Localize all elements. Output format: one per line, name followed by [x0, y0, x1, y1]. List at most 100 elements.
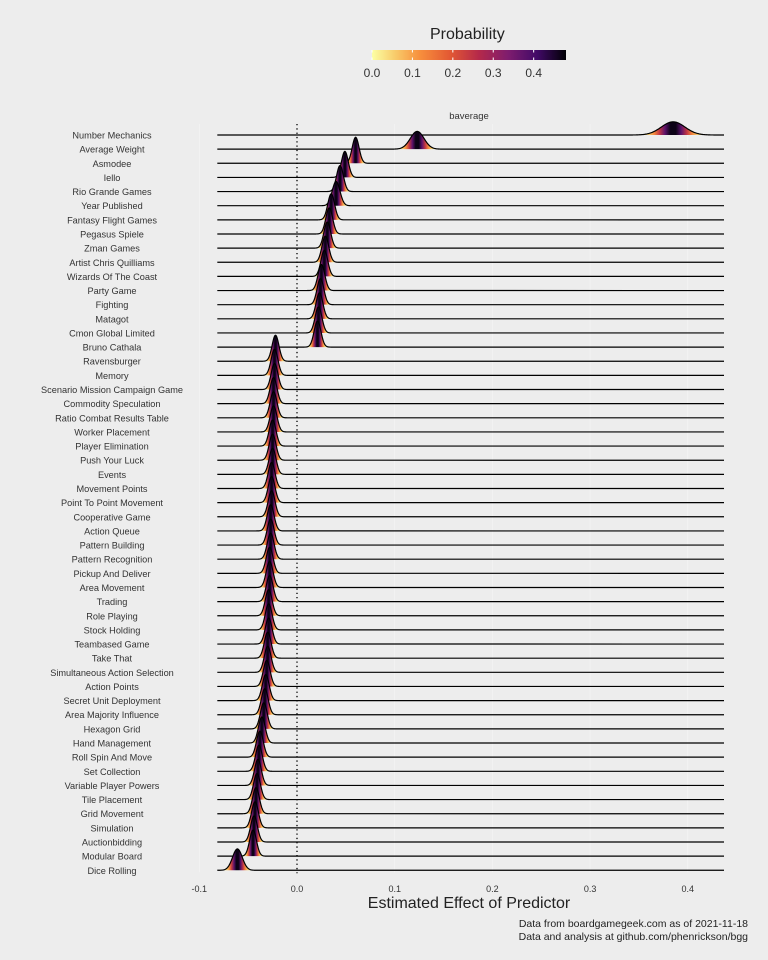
x-tick-label: 0.0 [291, 884, 304, 894]
ridge-pattern-building [217, 518, 725, 546]
ridge-player-elimination [217, 419, 725, 447]
ridge-fill [311, 236, 340, 263]
ridge-movement-points [217, 461, 725, 490]
ridge-fill [307, 264, 336, 291]
ridge-fill [240, 816, 268, 842]
x-tick-label: 0.2 [486, 884, 499, 894]
ridge-fill [242, 787, 270, 814]
x-tick-label: 0.3 [584, 884, 597, 894]
ridge-cooperative-game [217, 490, 725, 518]
ridge-fill [248, 717, 276, 744]
ridge-outline [217, 121, 724, 136]
ridge-average-weight [217, 130, 725, 150]
ridges [217, 121, 725, 871]
predictor-label: Number Mechanics [72, 131, 152, 141]
ridge-asmodee [217, 136, 725, 164]
ridge-fill [217, 848, 257, 871]
ridge-fill [256, 533, 285, 560]
ridge-area-majority-influence [217, 688, 725, 716]
ridge-fill [255, 547, 284, 574]
ridge-outline [217, 362, 725, 391]
ridge-outline [217, 772, 725, 801]
ridge-outline [217, 278, 725, 306]
ridge-fill [258, 434, 287, 461]
ridge-outline [217, 716, 725, 744]
ridge-outline [217, 249, 725, 277]
ridge-role-playing [217, 589, 725, 617]
ridge-bruno-cathala [217, 320, 725, 348]
ridge-outline [217, 320, 725, 348]
ridge-outline [217, 490, 725, 518]
ridge-party-game [217, 263, 725, 292]
ridge-outline [217, 673, 725, 702]
ridge-commodity-speculation [217, 377, 725, 405]
facet-label: baverage [449, 111, 489, 122]
ridge-ratio-combat-results-table [217, 391, 725, 419]
predictor-label: Pattern Recognition [72, 555, 153, 565]
ridge-outline [217, 461, 725, 490]
ridge-outline [217, 180, 725, 207]
ridge-outline [217, 546, 725, 574]
predictor-label: Dice Rolling [87, 866, 136, 876]
ridge-fill [256, 504, 285, 531]
ridge-tile-placement [217, 772, 725, 801]
ridge-action-queue [217, 504, 725, 532]
caption-source: Data from boardgamegeek.com as of 2021-1… [518, 918, 748, 930]
ridge-stock-holding [217, 603, 725, 631]
predictor-label: Take That [92, 654, 133, 664]
ridge-outline [217, 306, 725, 334]
ridge-fill [260, 349, 289, 376]
ridge-auctionbidding [217, 815, 725, 843]
ridge-teambased-game [217, 617, 725, 645]
ridge-outline [217, 603, 725, 631]
predictor-label: Commodity Speculation [63, 399, 160, 409]
ridge-outline [217, 574, 725, 603]
predictor-label: Grid Movement [81, 809, 144, 819]
predictor-label: Worker Placement [74, 427, 150, 437]
predictor-label: Action Queue [84, 526, 140, 536]
ridge-outline [217, 334, 725, 362]
ridge-outline [217, 447, 725, 475]
ridge-fill [239, 830, 267, 857]
ridge-fill [257, 490, 286, 517]
x-tick-label: 0.1 [388, 884, 401, 894]
ridge-pattern-recognition [217, 532, 725, 560]
ridge-fill [243, 773, 271, 800]
x-axis: -0.1 0.0 0.1 0.2 0.3 0.4 [192, 884, 695, 894]
ridge-outline [217, 150, 725, 179]
predictor-label: Role Playing [86, 611, 138, 621]
ridge-outline [217, 645, 725, 673]
ridge-outline [217, 702, 725, 730]
ridge-fill [310, 250, 339, 277]
predictor-label: Memory [95, 371, 129, 381]
legend-tick-label: 0.0 [364, 66, 381, 80]
predictor-label: Area Majority Influence [65, 710, 159, 720]
predictor-label: Average Weight [79, 145, 144, 155]
ridge-outline [217, 405, 725, 433]
ridge-fill [303, 321, 332, 348]
ridge-scenario-mission-campaign-game [217, 362, 725, 391]
ridge-fill [254, 618, 283, 645]
ridge-fill [306, 278, 335, 305]
ridge-fill [252, 674, 280, 701]
predictor-label: Asmodee [93, 159, 132, 169]
ridge-outline [217, 787, 725, 815]
ridge-rio-grande-games [217, 164, 725, 193]
ridge-fill [261, 335, 290, 362]
ridge-fill [258, 420, 287, 447]
predictor-label: Cmon Global Limited [69, 328, 155, 338]
predictor-label: Roll Spin And Move [72, 753, 152, 763]
ridge-take-that [217, 631, 725, 659]
ridge-zman-games [217, 221, 725, 249]
predictor-label: Scenario Mission Campaign Game [41, 385, 183, 395]
predictor-label: Trading [97, 597, 128, 607]
predictor-label: Zman Games [84, 244, 140, 254]
predictor-label: Modular Board [82, 852, 142, 862]
ridge-outline [217, 560, 725, 589]
predictor-label: Year Published [81, 201, 142, 211]
ridge-pickup-and-deliver [217, 546, 725, 574]
ridge-outline [217, 292, 725, 320]
ridge-outline [217, 659, 725, 688]
predictor-label: Set Collection [84, 767, 141, 777]
